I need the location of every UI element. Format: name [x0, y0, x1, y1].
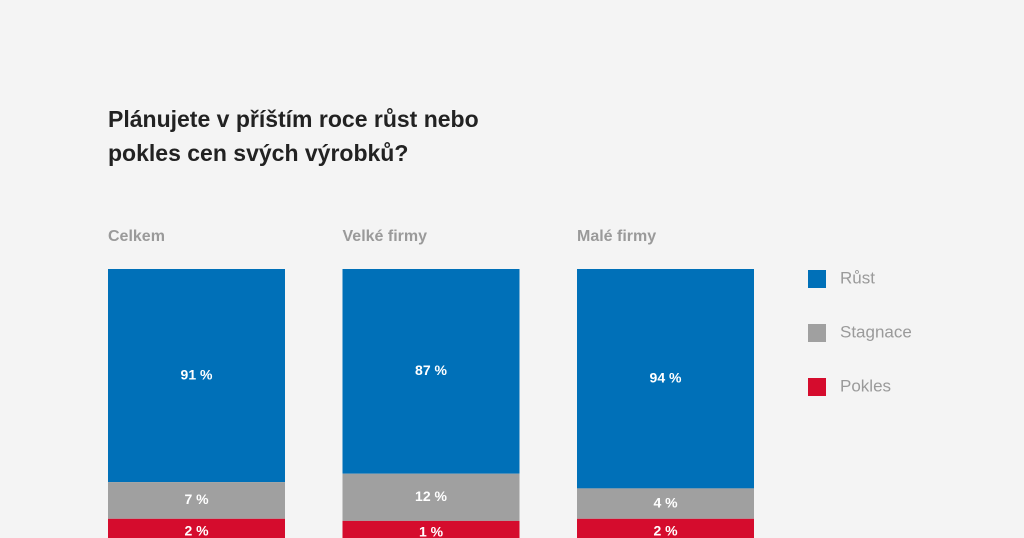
bar-segment — [108, 518, 285, 538]
legend-label: Pokles — [840, 376, 891, 395]
legend-label: Růst — [840, 268, 875, 287]
value-label: 7 % — [184, 491, 209, 507]
legend-swatch — [808, 270, 826, 288]
value-label: 2 % — [653, 523, 678, 538]
legend-swatch — [808, 324, 826, 342]
category-label: Velké firmy — [343, 228, 428, 245]
bar-segment — [342, 269, 520, 474]
value-label: 91 % — [181, 366, 213, 382]
legend-label: Stagnace — [840, 322, 912, 341]
bar-segment — [342, 520, 520, 538]
value-label: 2 % — [184, 523, 209, 538]
bar-segment — [108, 482, 285, 519]
value-label: 12 % — [415, 488, 447, 504]
bar-segment — [108, 269, 285, 483]
bar-segment — [342, 473, 520, 521]
value-label: 87 % — [415, 362, 447, 378]
bar-segment — [577, 269, 754, 489]
bar-segment — [577, 518, 754, 538]
legend-swatch — [808, 378, 826, 396]
value-label: 94 % — [650, 369, 682, 385]
bar-segment — [577, 488, 754, 519]
value-label: 1 % — [419, 524, 444, 538]
category-label: Celkem — [108, 228, 165, 245]
category-label: Malé firmy — [577, 228, 656, 245]
chart-title: Plánujete v příštím roce růst nebo pokle… — [108, 106, 479, 166]
value-label: 4 % — [653, 494, 678, 510]
